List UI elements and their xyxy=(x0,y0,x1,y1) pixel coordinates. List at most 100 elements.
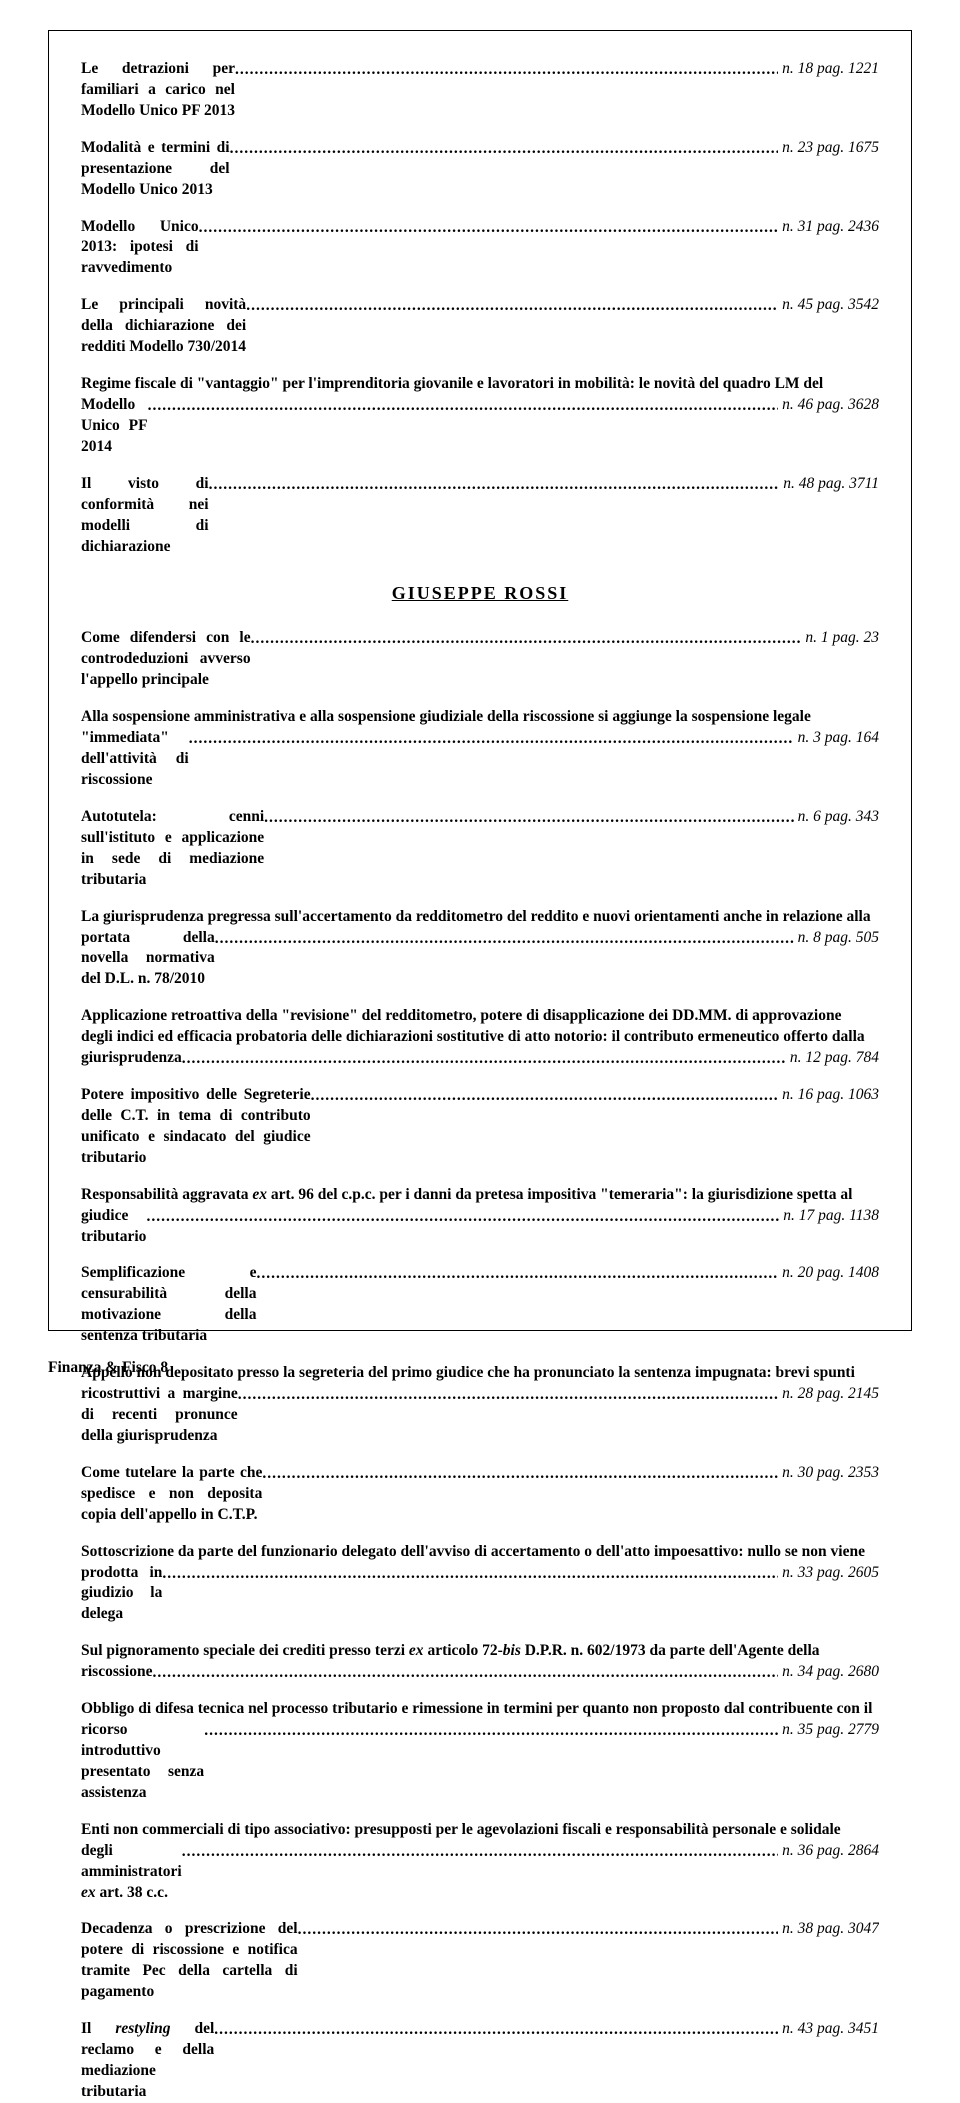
content-frame: Le detrazioni per familiari a carico nel… xyxy=(48,30,912,1331)
index-entry-text: Le detrazioni per familiari a carico nel… xyxy=(81,59,235,122)
index-entry-lastline: portata della novella normativa del D.L.… xyxy=(81,928,879,991)
index-entry-text: Modello Unico 2013: ipotesi di ravvedime… xyxy=(81,217,199,280)
index-entry-ref: n. 17 pag. 1138 xyxy=(779,1206,879,1227)
index-entry-text: prodotta in giudizio la delega xyxy=(81,1563,162,1626)
index-entry-ref: n. 43 pag. 3451 xyxy=(778,2019,879,2040)
leader-dots xyxy=(235,60,778,81)
index-entry-lastline: Potere impositivo delle Segreterie delle… xyxy=(81,1085,879,1169)
index-entry-text: Decadenza o prescrizione del potere di r… xyxy=(81,1919,298,2003)
leader-dots xyxy=(152,1663,778,1683)
leader-dots xyxy=(146,1207,779,1228)
index-entry-ref: n. 20 pag. 1408 xyxy=(778,1263,879,1284)
leader-dots xyxy=(230,139,779,160)
index-entry-ref: n. 31 pag. 2436 xyxy=(778,217,879,238)
index-entry: Enti non commerciali di tipo associativo… xyxy=(81,1820,879,1904)
index-entry-ref: n. 36 pag. 2864 xyxy=(778,1841,879,1862)
index-entry: Potere impositivo delle Segreterie delle… xyxy=(81,1085,879,1169)
index-entry: Il visto di conformità nei modelli di di… xyxy=(81,474,879,558)
leader-dots xyxy=(189,729,794,750)
leader-dots xyxy=(311,1086,779,1107)
index-entry-lastline: riscossione n. 34 pag. 2680 xyxy=(81,1662,879,1683)
index-entry-ref: n. 33 pag. 2605 xyxy=(778,1563,879,1584)
index-entry-line: Sul pignoramento speciale dei crediti pr… xyxy=(81,1641,879,1662)
index-entry-ref: n. 28 pag. 2145 xyxy=(778,1384,879,1405)
index-entry-line: La giurisprudenza pregressa sull'accerta… xyxy=(81,907,879,928)
index-entry-lastline: Il visto di conformità nei modelli di di… xyxy=(81,474,879,558)
index-entry-ref: n. 18 pag. 1221 xyxy=(778,59,879,80)
index-entry-text: Come tutelare la parte che spedisce e no… xyxy=(81,1463,262,1526)
leader-dots xyxy=(214,2020,778,2041)
index-entry: Le detrazioni per familiari a carico nel… xyxy=(81,59,879,122)
index-entry-line: Applicazione retroattiva della "revision… xyxy=(81,1006,879,1027)
index-entry: Modello Unico 2013: ipotesi di ravvedime… xyxy=(81,217,879,280)
index-entry-line: Appello non depositato presso la segrete… xyxy=(81,1363,879,1384)
index-entry: Obbligo di difesa tecnica nel processo t… xyxy=(81,1699,879,1804)
index-entry: Responsabilità aggravata ex art. 96 del … xyxy=(81,1185,879,1248)
index-entry-line: Alla sospensione amministrativa e alla s… xyxy=(81,707,879,728)
index-entry-line: Enti non commerciali di tipo associativo… xyxy=(81,1820,879,1841)
index-entry: La giurisprudenza pregressa sull'accerta… xyxy=(81,907,879,991)
index-entry-line: degli indici ed efficacia probatoria del… xyxy=(81,1027,879,1048)
index-entry: Alla sospensione amministrativa e alla s… xyxy=(81,707,879,791)
index-entry-ref: n. 46 pag. 3628 xyxy=(778,395,879,416)
index-entry: Regime fiscale di "vantaggio" per l'impr… xyxy=(81,374,879,458)
index-entry-ref: n. 1 pag. 23 xyxy=(801,628,879,649)
index-entry-line: Responsabilità aggravata ex art. 96 del … xyxy=(81,1185,879,1206)
page-footer: Finanza & Fisco 8 xyxy=(48,1359,168,1377)
index-entry-text: Modalità e termini di presentazione del … xyxy=(81,138,230,201)
leader-dots xyxy=(262,1464,778,1485)
leader-dots xyxy=(238,1385,778,1406)
index-entry-ref: n. 45 pag. 3542 xyxy=(778,295,879,316)
index-entry: Sul pignoramento speciale dei crediti pr… xyxy=(81,1641,879,1683)
index-entry-lastline: Come tutelare la parte che spedisce e no… xyxy=(81,1463,879,1526)
index-entry-lastline: Modalità e termini di presentazione del … xyxy=(81,138,879,201)
index-entry: Il restyling del reclamo e della mediazi… xyxy=(81,2019,879,2103)
index-entry-text: Come difendersi con le controdeduzioni a… xyxy=(81,628,251,691)
index-entry-lastline: ricostruttivi a margine di recenti pronu… xyxy=(81,1384,879,1447)
index-entry-lastline: Autotutela: cenni sull'istituto e applic… xyxy=(81,807,879,891)
index-entry-lastline: Le principali novità della dichiarazione… xyxy=(81,295,879,358)
leader-dots xyxy=(199,218,779,239)
leader-dots xyxy=(215,929,794,950)
leader-dots xyxy=(251,629,802,650)
index-entry-text: Potere impositivo delle Segreterie delle… xyxy=(81,1085,311,1169)
index-entry-text: "immediata" dell'attività di riscossione xyxy=(81,728,189,791)
index-entry-line: Obbligo di difesa tecnica nel processo t… xyxy=(81,1699,879,1720)
index-entry-lastline: degli amministratori ex art. 38 c.c. n. 3… xyxy=(81,1841,879,1904)
index-entry-text: Autotutela: cenni sull'istituto e applic… xyxy=(81,807,264,891)
index-entry-text: portata della novella normativa del D.L.… xyxy=(81,928,215,991)
index-entry-lastline: Modello Unico 2013: ipotesi di ravvedime… xyxy=(81,217,879,280)
leader-dots xyxy=(246,296,778,317)
index-entry-text: ricostruttivi a margine di recenti pronu… xyxy=(81,1384,238,1447)
index-entry-text: ricorso introduttivo presentato senza as… xyxy=(81,1720,204,1804)
index-entry: Le principali novità della dichiarazione… xyxy=(81,295,879,358)
index-entry-lastline: Come difendersi con le controdeduzioni a… xyxy=(81,628,879,691)
index-entry-lastline: Modello Unico PF 2014n. 46 pag. 3628 xyxy=(81,395,879,458)
index-entry: Come tutelare la parte che spedisce e no… xyxy=(81,1463,879,1526)
leader-dots xyxy=(209,475,780,496)
index-entry-text: riscossione xyxy=(81,1662,152,1683)
index-entry-ref: n. 8 pag. 505 xyxy=(794,928,879,949)
index-entry: Autotutela: cenni sull'istituto e applic… xyxy=(81,807,879,891)
index-entry-ref: n. 34 pag. 2680 xyxy=(778,1662,879,1683)
index-entry-line: Sottoscrizione da parte del funzionario … xyxy=(81,1542,879,1563)
index-entry-lastline: Le detrazioni per familiari a carico nel… xyxy=(81,59,879,122)
index-entry: Decadenza o prescrizione del potere di r… xyxy=(81,1919,879,2003)
index-entry-lastline: giudice tributarion. 17 pag. 1138 xyxy=(81,1206,879,1248)
index-entry-ref: n. 23 pag. 1675 xyxy=(778,138,879,159)
page: Le detrazioni per familiari a carico nel… xyxy=(0,0,960,1391)
index-entry-ref: n. 30 pag. 2353 xyxy=(778,1463,879,1484)
leader-dots xyxy=(182,1842,778,1863)
index-section-2: Come difendersi con le controdeduzioni a… xyxy=(81,628,879,2102)
index-entry-text: Le principali novità della dichiarazione… xyxy=(81,295,246,358)
index-entry-lastline: giurisprudenzan. 12 pag. 784 xyxy=(81,1048,879,1069)
leader-dots xyxy=(182,1049,786,1069)
index-entry-lastline: "immediata" dell'attività di riscossione… xyxy=(81,728,879,791)
index-entry-line: Regime fiscale di "vantaggio" per l'impr… xyxy=(81,374,879,395)
index-entry-lastline: prodotta in giudizio la delega n. 33 pag.… xyxy=(81,1563,879,1626)
index-entry: Come difendersi con le controdeduzioni a… xyxy=(81,628,879,691)
index-entry-text: degli amministratori ex art. 38 c.c. xyxy=(81,1841,182,1904)
index-entry-text: Il restyling del reclamo e della mediazi… xyxy=(81,2019,214,2103)
leader-dots xyxy=(256,1264,778,1285)
index-entry-lastline: Il restyling del reclamo e della mediazi… xyxy=(81,2019,879,2103)
